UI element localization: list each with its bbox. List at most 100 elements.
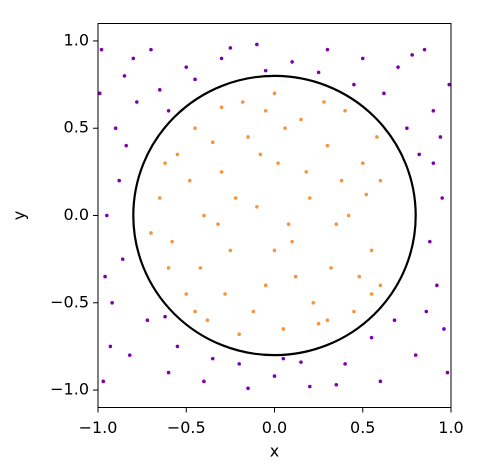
scatter-point bbox=[343, 362, 347, 366]
scatter-point bbox=[166, 370, 171, 375]
scatter-point bbox=[263, 283, 268, 288]
scatter-point bbox=[352, 309, 356, 314]
scatter-point bbox=[316, 321, 321, 326]
scatter-point bbox=[135, 100, 139, 104]
scatter-point bbox=[193, 77, 197, 82]
y-tick-label: −0.5 bbox=[50, 292, 89, 311]
scatter-point bbox=[105, 213, 109, 218]
scatter-point bbox=[413, 353, 418, 357]
scatter-point bbox=[329, 266, 333, 270]
scatter-point bbox=[103, 274, 107, 279]
scatter-point bbox=[198, 266, 203, 270]
scatter-point bbox=[175, 152, 180, 157]
scatter-point bbox=[281, 356, 286, 361]
scatter-point bbox=[378, 283, 383, 288]
scatter-point bbox=[193, 309, 197, 314]
scatter-point bbox=[369, 335, 374, 340]
scatter-point bbox=[246, 386, 250, 391]
scatter-point bbox=[108, 344, 113, 349]
scatter-point bbox=[293, 274, 298, 279]
scatter-point bbox=[263, 68, 268, 73]
scatter-point bbox=[122, 74, 127, 78]
scatter-point bbox=[272, 91, 277, 96]
scatter-point bbox=[163, 161, 167, 165]
x-tick-label: −0.5 bbox=[167, 418, 206, 437]
y-tick-label: 0.5 bbox=[64, 118, 89, 137]
scatter-point bbox=[316, 70, 321, 75]
scatter-point bbox=[258, 152, 263, 157]
scatter-point bbox=[99, 47, 104, 52]
scatter-point bbox=[101, 379, 106, 384]
scatter-point bbox=[382, 91, 386, 96]
scatter-point bbox=[396, 65, 400, 69]
scatter-point bbox=[110, 300, 114, 305]
scatter-point bbox=[216, 222, 220, 227]
scatter-point bbox=[364, 192, 369, 197]
scatter-point bbox=[263, 108, 268, 113]
scatter-point bbox=[299, 117, 303, 122]
scatter-point bbox=[117, 178, 121, 183]
scatter-point bbox=[272, 248, 277, 253]
x-tick-label: 0.5 bbox=[350, 418, 375, 437]
scatter-point bbox=[237, 332, 241, 336]
scatter-point bbox=[281, 327, 286, 331]
scatter-point bbox=[311, 300, 316, 305]
scatter-point bbox=[369, 248, 374, 253]
scatter-point bbox=[124, 143, 129, 148]
x-tick-label: 1.0 bbox=[438, 418, 463, 437]
scatter-point bbox=[210, 356, 215, 361]
scatter-point bbox=[334, 222, 339, 227]
scatter-point bbox=[187, 178, 192, 183]
x-tick-label: −1.0 bbox=[79, 418, 118, 437]
scatter-point bbox=[308, 384, 312, 389]
y-axis-label: y bbox=[10, 211, 29, 220]
scatter-point bbox=[343, 108, 347, 113]
scatter-point bbox=[334, 383, 339, 387]
scatter-point bbox=[255, 204, 259, 209]
scatter-point bbox=[405, 126, 409, 131]
scatter-point bbox=[442, 327, 446, 331]
scatter-point bbox=[417, 152, 422, 157]
scatter-point bbox=[131, 56, 136, 61]
scatter-point bbox=[272, 374, 277, 378]
scatter-point bbox=[325, 143, 330, 148]
scatter-point bbox=[428, 239, 432, 244]
scatter-point bbox=[255, 42, 259, 47]
scatter-point bbox=[219, 170, 224, 174]
scatter-point bbox=[445, 370, 450, 375]
scatter-point bbox=[308, 196, 312, 200]
x-axis-label: x bbox=[270, 442, 279, 461]
scatter-point bbox=[360, 56, 365, 61]
scatter-point bbox=[219, 56, 224, 61]
scatter-point bbox=[290, 239, 294, 244]
scatter-point bbox=[322, 100, 326, 104]
scatter-point bbox=[251, 309, 256, 314]
scatter-point bbox=[205, 318, 210, 323]
scatter-point bbox=[325, 47, 330, 52]
scatter-point bbox=[360, 161, 365, 165]
scatter-point bbox=[431, 108, 436, 113]
scatter-point bbox=[435, 283, 439, 288]
scatter-point bbox=[438, 135, 443, 139]
scatter-point bbox=[410, 53, 414, 57]
scatter-point bbox=[127, 353, 132, 357]
scatter-point bbox=[378, 178, 383, 183]
scatter-point bbox=[149, 47, 153, 52]
scatter-point bbox=[422, 47, 427, 52]
scatter-point bbox=[233, 196, 238, 200]
scatter-point bbox=[325, 318, 330, 323]
y-tick-label: 0.0 bbox=[64, 205, 89, 224]
scatter-point bbox=[157, 88, 162, 92]
scatter-point bbox=[378, 379, 383, 384]
scatter-point bbox=[157, 196, 162, 200]
scatter-point bbox=[170, 239, 174, 244]
scatter-point bbox=[299, 360, 303, 364]
scatter-point bbox=[237, 362, 241, 366]
scatter-point bbox=[210, 140, 215, 144]
scatter-point bbox=[240, 100, 245, 104]
boundary-circle bbox=[132, 74, 417, 357]
scatter-point bbox=[175, 344, 180, 349]
scatter-point bbox=[166, 108, 171, 113]
scatter-point bbox=[193, 126, 197, 131]
scatter-point bbox=[369, 292, 374, 296]
